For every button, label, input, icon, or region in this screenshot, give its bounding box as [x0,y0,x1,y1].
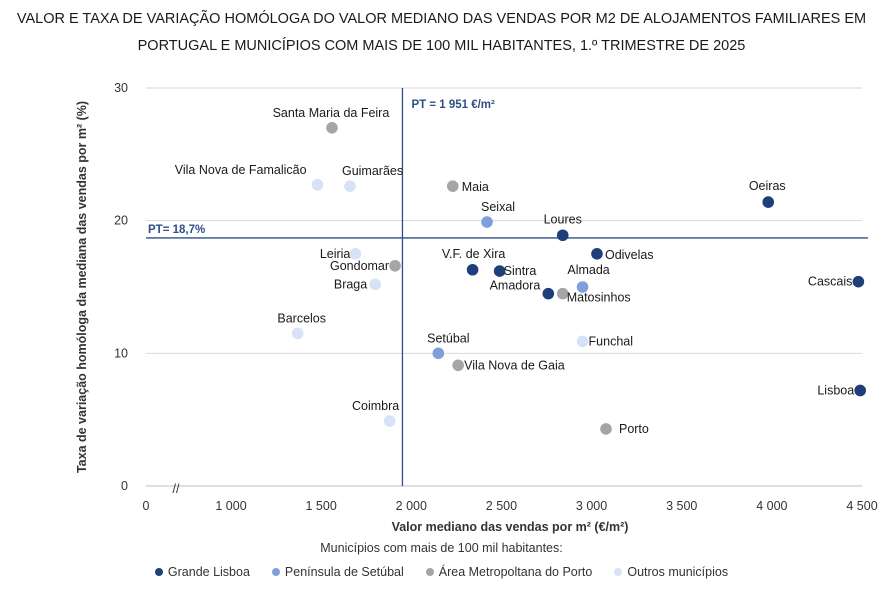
point-barcelos [291,327,304,340]
point-label-guimaraes: Guimarães [342,164,403,178]
y-tick-label: 20 [114,214,128,228]
legend-swatch [271,568,280,576]
point-label-sintra: Sintra [504,264,537,278]
point-label-seixal: Seixal [481,200,515,214]
point-label-leiria: Leiria [320,247,351,261]
point-sintra [493,265,506,277]
point-braga [369,278,382,291]
legend-item: Grande Lisboa [154,565,250,579]
point-leiria [349,248,362,260]
legend-item: Área Metropoltana do Porto [425,565,593,579]
point-coimbra [383,415,396,427]
point-maia [446,180,459,192]
legend-swatch [425,568,434,576]
point-label-vila-nova-de-gaia: Vila Nova de Gaia [464,358,565,372]
point-label-amadora: Amadora [490,279,541,293]
x-tick-label: 4 000 [756,499,787,513]
point-label-v-f-de-xira: V.F. de Xira [442,247,506,261]
x-tick-label: 1 000 [215,499,246,513]
y-tick-label: 0 [121,479,128,493]
point-label-vila-nova-de-famalicao: Vila Nova de Famalicão [175,163,307,177]
point-cascais [852,275,865,288]
point-odivelas [591,248,603,260]
point-funchal [576,335,589,348]
chart-title: VALOR E TAXA DE VARIAÇÃO HOMÓLOGA DO VAL… [0,6,883,60]
legend: Grande Lisboa Península de Setúbal Área Me… [0,565,883,579]
x-axis-break: // [173,482,180,496]
y-axis-title: Taxa de variação homóloga da mediana das… [75,101,89,473]
point-label-porto: Porto [619,422,649,436]
x-tick-label: 4 500 [846,499,877,513]
point-label-cascais: Cascais [808,275,852,289]
reference-label-pt-value: PT = 1 951 €/m² [411,99,495,111]
y-tick-label: 10 [114,346,128,360]
y-tick-label: 30 [114,81,128,95]
point-v-f-de-xira [466,263,479,276]
chart-title-line-1: VALOR E TAXA DE VARIAÇÃO HOMÓLOGA DO VAL… [16,11,867,27]
point-label-matosinhos: Matosinhos [567,291,631,305]
x-axis-title: Valor mediano das vendas por m² (€/m²) [392,520,629,534]
point-label-funchal: Funchal [589,334,633,348]
point-label-santa-maria-da-feira: Santa Maria da Feira [273,106,390,120]
point-setubal [432,347,445,360]
point-label-gondomar: Gondomar [330,259,389,273]
point-loures [556,229,569,242]
legend-label: Área Metropoltana do Porto [438,565,593,579]
legend-label: Península de Setúbal [284,565,404,579]
point-label-braga: Braga [334,277,367,291]
x-tick-label: 1 500 [306,499,337,513]
legend-label: Outros municípios [627,565,729,579]
x-tick-label: 2 000 [396,499,427,513]
x-tick-label: 3 500 [666,499,697,513]
point-label-loures: Loures [544,212,582,226]
point-label-setubal: Setúbal [427,331,469,345]
point-label-maia: Maia [462,180,489,194]
point-seixal [481,216,493,228]
point-label-lisboa: Lisboa [817,383,854,397]
x-tick-label: 0 [143,499,150,513]
point-santa-maria-da-feira [326,122,338,134]
point-label-oeiras: Oeiras [749,179,786,193]
x-tick-label: 3 000 [576,499,607,513]
legend-label: Grande Lisboa [167,565,250,579]
legend-caption: Municípios com mais de 100 mil habitante… [320,541,563,555]
point-guimaraes [344,180,356,192]
x-tick-label: 2 500 [486,499,517,513]
point-vila-nova-de-famalicao [311,179,324,191]
legend-item: Outros municípios [614,565,728,579]
point-label-coimbra: Coimbra [352,399,399,413]
point-oeiras [762,196,775,208]
point-matosinhos [556,287,569,300]
point-porto [600,423,612,435]
point-label-almada: Almada [567,263,609,277]
point-label-barcelos: Barcelos [277,311,326,325]
chart-title-line-2: PORTUGAL E MUNICÍPIOS COM MAIS DE 100 MI… [137,38,746,54]
point-gondomar [389,259,401,272]
point-amadora [542,287,555,300]
legend-swatch [154,568,163,576]
point-vila-nova-de-gaia [452,359,464,372]
point-almada [576,281,589,293]
legend-swatch [614,568,623,576]
point-label-odivelas: Odivelas [605,248,654,262]
point-lisboa [854,384,866,397]
reference-label-pt-rate: PT= 18,7% [148,224,205,236]
legend-item: Península de Setúbal [271,565,404,579]
